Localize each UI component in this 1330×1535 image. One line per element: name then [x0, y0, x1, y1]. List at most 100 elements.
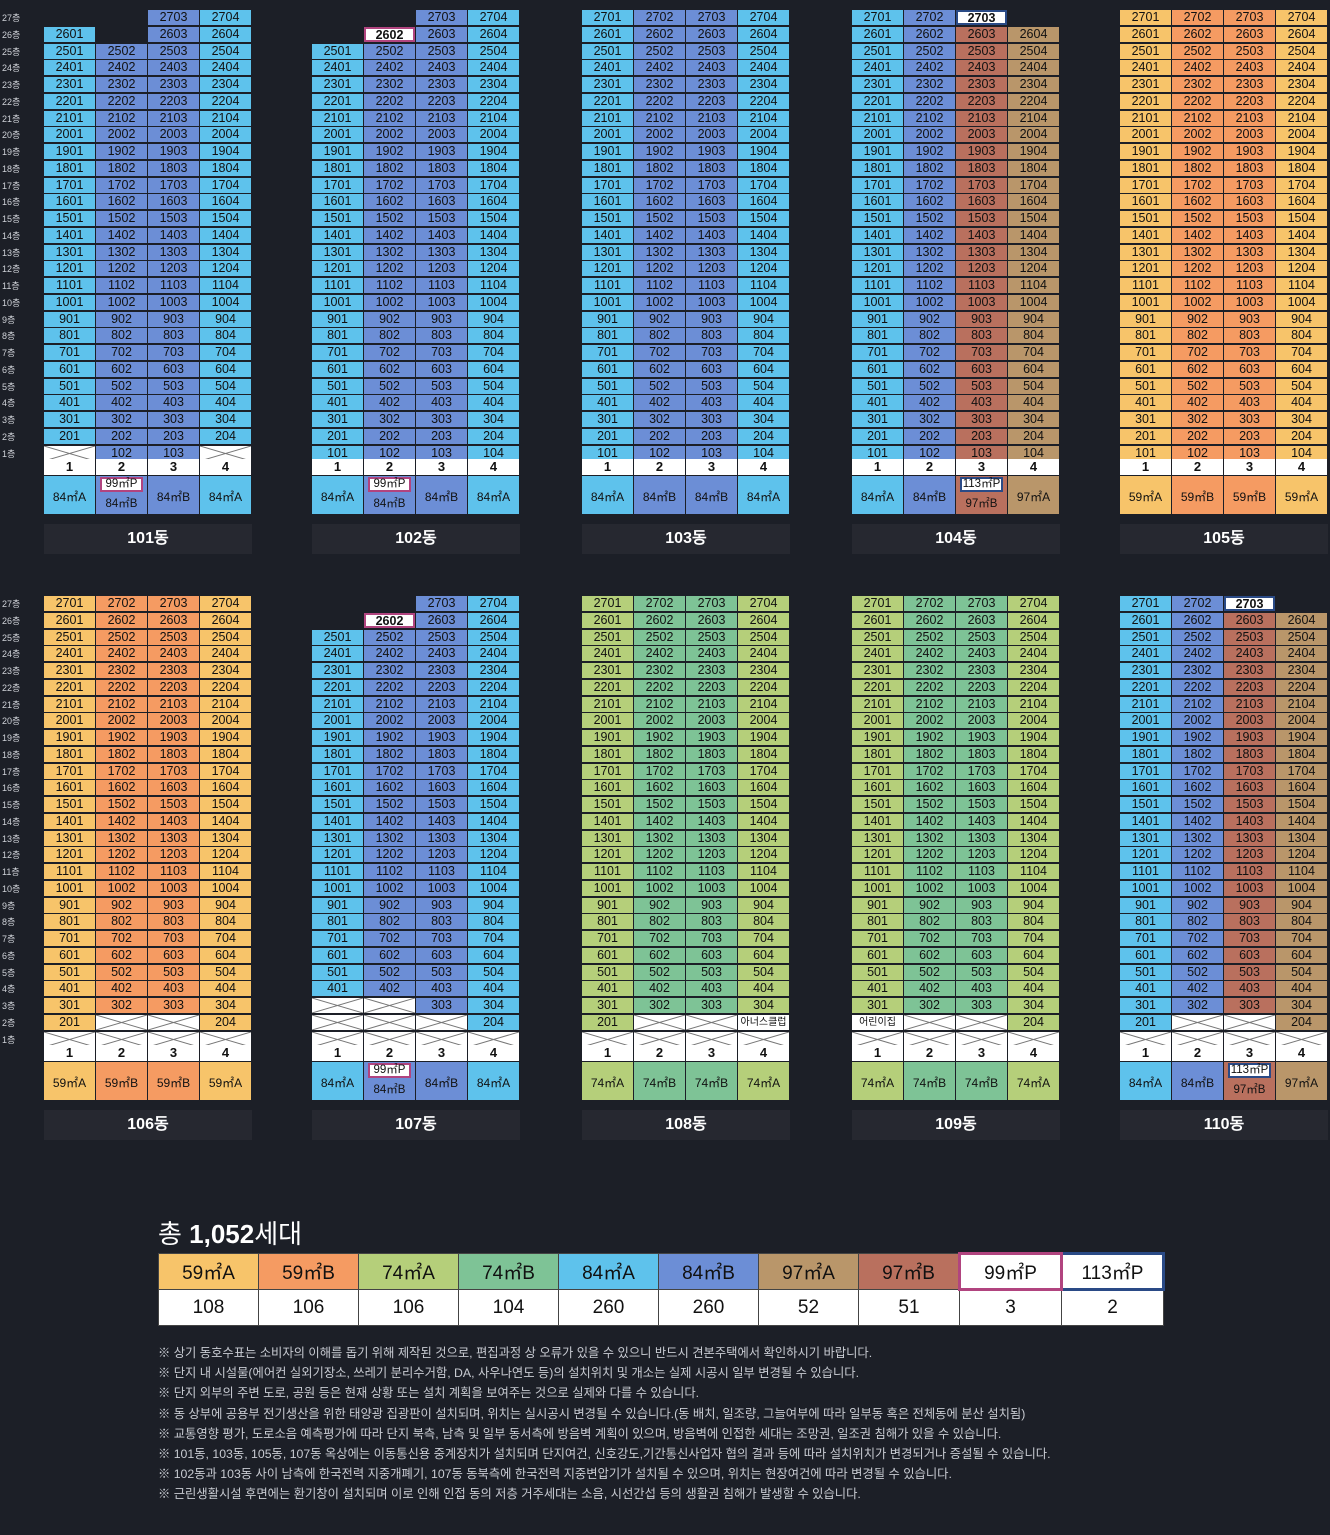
unit: 1604: [1276, 194, 1327, 210]
floor-label: 21층: [2, 699, 21, 710]
unit: 1004: [1008, 294, 1059, 310]
unit: 1502: [1172, 211, 1223, 226]
unit: 302: [904, 412, 955, 427]
floor-label: 8층: [2, 331, 16, 342]
unit: 1403: [686, 227, 737, 243]
unit: 2304: [738, 77, 789, 92]
unit: 304: [1276, 412, 1327, 427]
unit: 604: [1008, 947, 1059, 963]
unit: 402: [904, 981, 955, 997]
unit: 2701: [852, 10, 903, 25]
unit: 1104: [468, 278, 519, 293]
floor-label: 17층: [2, 180, 21, 191]
unit: 1602: [904, 194, 955, 210]
unit-type: 84㎡A: [468, 1062, 519, 1101]
unit: 103: [686, 445, 737, 461]
unit: 2103: [148, 110, 199, 126]
unit: 1702: [96, 763, 147, 779]
unit: 2001: [44, 127, 95, 143]
line-number: 3: [686, 1045, 737, 1062]
legend-count: 108: [158, 1289, 259, 1326]
line-number: 4: [468, 459, 519, 476]
unit-type: 74㎡A: [738, 1062, 789, 1101]
unit: 2204: [1008, 93, 1059, 109]
unit: 402: [634, 395, 685, 411]
unit: 1004: [200, 880, 251, 896]
unit: 1602: [364, 780, 415, 796]
unit: 403: [956, 981, 1007, 997]
unit: 1601: [1120, 194, 1171, 210]
line-number: 3: [956, 459, 1007, 476]
unit-type: 84㎡A: [44, 476, 95, 515]
unit: 703: [956, 931, 1007, 946]
unit: 1602: [1172, 194, 1223, 210]
unit: 1302: [634, 830, 685, 846]
special-type-sub: 97㎡B: [965, 498, 998, 511]
unit: 301: [852, 412, 903, 427]
unit: 1903: [416, 144, 467, 159]
unit: 1404: [1276, 813, 1327, 829]
unit: 1401: [582, 227, 633, 243]
unit: 1602: [904, 780, 955, 796]
unit: 2003: [148, 127, 199, 143]
unit: 2502: [634, 43, 685, 59]
unit-type: 74㎡A: [1008, 1062, 1059, 1101]
unit: 2602: [904, 612, 955, 628]
unit: 501: [582, 964, 633, 980]
unit: 1802: [364, 746, 415, 762]
unit-type: 84㎡A: [200, 476, 251, 515]
type-label: 97㎡A: [1284, 1076, 1319, 1091]
line-number: 1: [1120, 1045, 1171, 1062]
note-line: ※ 단지 외부의 주변 도로, 공원 등은 현재 상황 또는 설치 계획을 보여…: [158, 1386, 700, 1401]
floor-label: 25층: [2, 632, 21, 643]
unit: 504: [738, 964, 789, 980]
unit: 404: [468, 395, 519, 411]
unit: 2603: [416, 26, 467, 42]
unit: 1902: [96, 144, 147, 159]
building-name: 103동: [582, 524, 790, 555]
unit: 2603: [416, 612, 467, 628]
unit: 1904: [1008, 730, 1059, 745]
unit: 2202: [364, 93, 415, 109]
unit: 1904: [738, 144, 789, 159]
unit: 2503: [148, 629, 199, 645]
unit: 2104: [468, 110, 519, 126]
line-number: 2: [904, 459, 955, 476]
unit: 1502: [364, 211, 415, 226]
unit: 604: [738, 361, 789, 377]
unit: 703: [686, 345, 737, 360]
unit: 1301: [1120, 244, 1171, 260]
unit: 101: [312, 445, 363, 461]
unit: 2204: [1008, 679, 1059, 695]
line-number: 2: [96, 459, 147, 476]
unit: 2604: [1276, 612, 1327, 628]
unit: 1102: [96, 864, 147, 879]
unit: 2502: [1172, 629, 1223, 645]
unit: 2604: [738, 612, 789, 628]
unit: 401: [312, 395, 363, 411]
unit: 2204: [200, 93, 251, 109]
unit-type: 84㎡B: [416, 1062, 467, 1101]
unit: 1501: [1120, 797, 1171, 812]
unit: 301: [44, 412, 95, 427]
unit: 702: [1172, 345, 1223, 360]
unit: 401: [312, 981, 363, 997]
unit: 2101: [1120, 110, 1171, 126]
unit: 2504: [1276, 43, 1327, 59]
floor-label: 2층: [2, 1017, 16, 1028]
empty-unit: [312, 1031, 363, 1047]
unit: 1201: [852, 261, 903, 277]
unit: 903: [148, 311, 199, 327]
special-type-sub: 84㎡B: [105, 498, 138, 511]
unit: 804: [1008, 328, 1059, 344]
type-label: 74㎡B: [642, 1076, 677, 1091]
unit: 2003: [686, 127, 737, 143]
unit: 1402: [904, 813, 955, 829]
unit: 2602: [1172, 612, 1223, 628]
unit: 1203: [148, 261, 199, 277]
unit: 2702: [1172, 596, 1223, 611]
unit: 1503: [956, 211, 1007, 226]
floor-label: 20층: [2, 130, 21, 141]
unit: 403: [686, 981, 737, 997]
unit: 201: [312, 428, 363, 444]
